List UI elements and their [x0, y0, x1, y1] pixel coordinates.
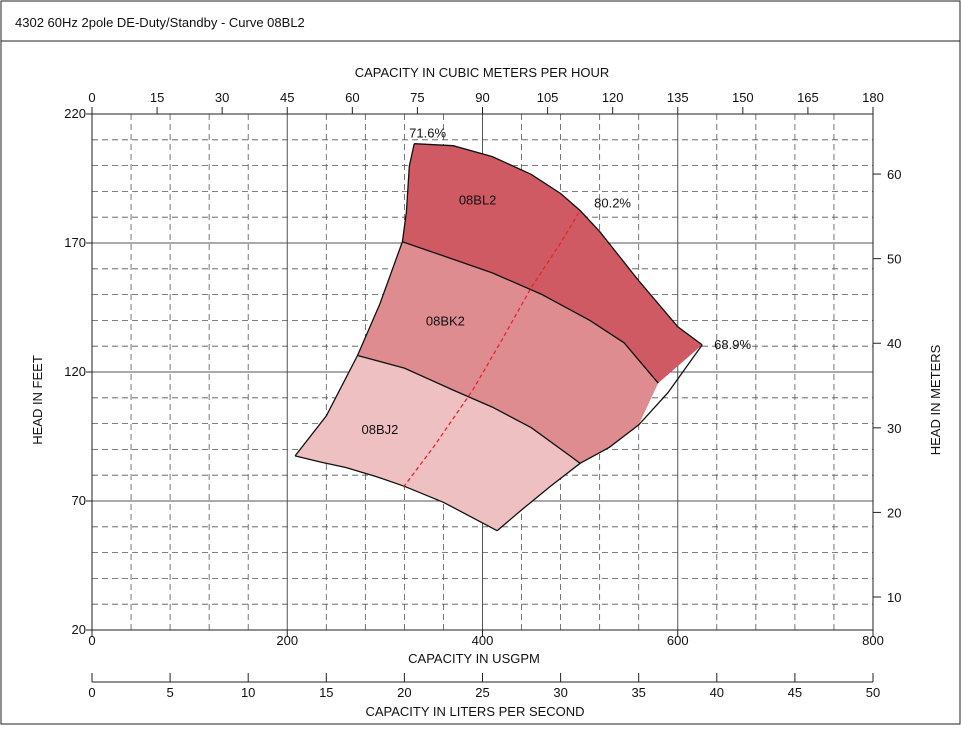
- curve-08BL2-top: [414, 143, 703, 346]
- x-top-tick-label: 105: [537, 90, 559, 105]
- x-bottom2-tick-label: 10: [241, 685, 255, 700]
- x-top-tick-label: 135: [667, 90, 689, 105]
- y-right-axis-title: HEAD IN METERS: [928, 344, 943, 455]
- x-bottom2-tick-label: 45: [788, 685, 802, 700]
- y-left-tick-label: 120: [64, 364, 86, 379]
- annotation-label: 71.6%: [409, 126, 446, 141]
- x-bottom2-axis-title: CAPACITY IN LITERS PER SECOND: [365, 704, 584, 719]
- x-top-axis-title: CAPACITY IN CUBIC METERS PER HOUR: [355, 65, 610, 80]
- x-bottom-tick-label: 600: [667, 633, 689, 648]
- y-right-tick-label: 30: [887, 421, 901, 436]
- chart-header-title: 4302 60Hz 2pole DE-Duty/Standby - Curve …: [15, 15, 305, 30]
- x-top-tick-label: 60: [345, 90, 359, 105]
- curve-regions: [294, 143, 703, 532]
- x-bottom2-tick-label: 25: [475, 685, 489, 700]
- x-top-tick-label: 120: [602, 90, 624, 105]
- x-bottom-tick-label: 400: [472, 633, 494, 648]
- y-right-tick-label: 20: [887, 505, 901, 520]
- axes: 0 200 400 600 800 0 5 10 15 20 25 30 35 40 45 50 0 15 30 45…: [64, 90, 901, 700]
- curve-08BK2-top: [402, 241, 659, 384]
- envelope-left-edge: [294, 143, 415, 457]
- y-left-axis-title: HEAD IN FEET: [30, 355, 45, 445]
- curve-08BJ2-bottom: [294, 455, 498, 532]
- x-top-tick-label: 165: [797, 90, 819, 105]
- x-top-tick-label: 90: [475, 90, 489, 105]
- x-top-tick-label: 15: [150, 90, 164, 105]
- annotation-label: 68.9%: [714, 337, 751, 352]
- x-bottom-tick-label: 0: [88, 633, 95, 648]
- x-bottom2-tick-label: 30: [553, 685, 567, 700]
- bep-dashed-line: [402, 210, 581, 488]
- region-08BK2: [357, 241, 659, 464]
- region-08BL2: [402, 143, 703, 384]
- y-left-tick-label: 170: [64, 235, 86, 250]
- x-top-tick-label: 30: [215, 90, 229, 105]
- x-bottom2-tick-label: 5: [166, 685, 173, 700]
- x-top-tick-label: 150: [732, 90, 754, 105]
- annotation-label: 08BJ2: [362, 422, 399, 437]
- x-bottom2-tick-label: 50: [866, 685, 880, 700]
- x-top-tick-label: 75: [410, 90, 424, 105]
- region-08BJ2: [295, 355, 581, 531]
- annotations: 71.6% 80.2% 68.9% 08BL2 08BK2 08BJ2: [362, 126, 752, 437]
- y-right-tick-label: 50: [887, 252, 901, 267]
- y-left-tick-label: 70: [72, 493, 86, 508]
- x-bottom2-tick-label: 20: [397, 685, 411, 700]
- annotation-label: 80.2%: [594, 195, 631, 210]
- x-bottom-axis-title: CAPACITY IN USGPM: [408, 651, 540, 666]
- bep-line-group: [402, 210, 581, 488]
- x-bottom2-tick-label: 35: [631, 685, 645, 700]
- x-bottom2-tick-label: 40: [710, 685, 724, 700]
- x-bottom2-tick-label: 15: [319, 685, 333, 700]
- x-top-tick-label: 0: [88, 90, 95, 105]
- x-bottom-tick-label: 200: [276, 633, 298, 648]
- x-top-tick-label: 45: [280, 90, 294, 105]
- annotation-label: 08BL2: [459, 192, 497, 207]
- y-left-tick-label: 220: [64, 106, 86, 121]
- curve-08BJ2-top: [357, 354, 581, 464]
- envelope-right-edge: [496, 344, 703, 532]
- annotation-label: 08BK2: [426, 314, 465, 329]
- y-left-tick-label: 20: [72, 622, 86, 637]
- y-right-tick-label: 60: [887, 167, 901, 182]
- x-top-tick-label: 180: [862, 90, 884, 105]
- x-bottom-tick-label: 800: [862, 633, 884, 648]
- y-right-tick-label: 10: [887, 590, 901, 605]
- x-bottom2-tick-label: 0: [88, 685, 95, 700]
- y-right-tick-label: 40: [887, 336, 901, 351]
